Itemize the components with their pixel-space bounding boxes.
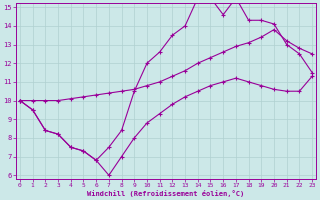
X-axis label: Windchill (Refroidissement éolien,°C): Windchill (Refroidissement éolien,°C) bbox=[87, 190, 245, 197]
